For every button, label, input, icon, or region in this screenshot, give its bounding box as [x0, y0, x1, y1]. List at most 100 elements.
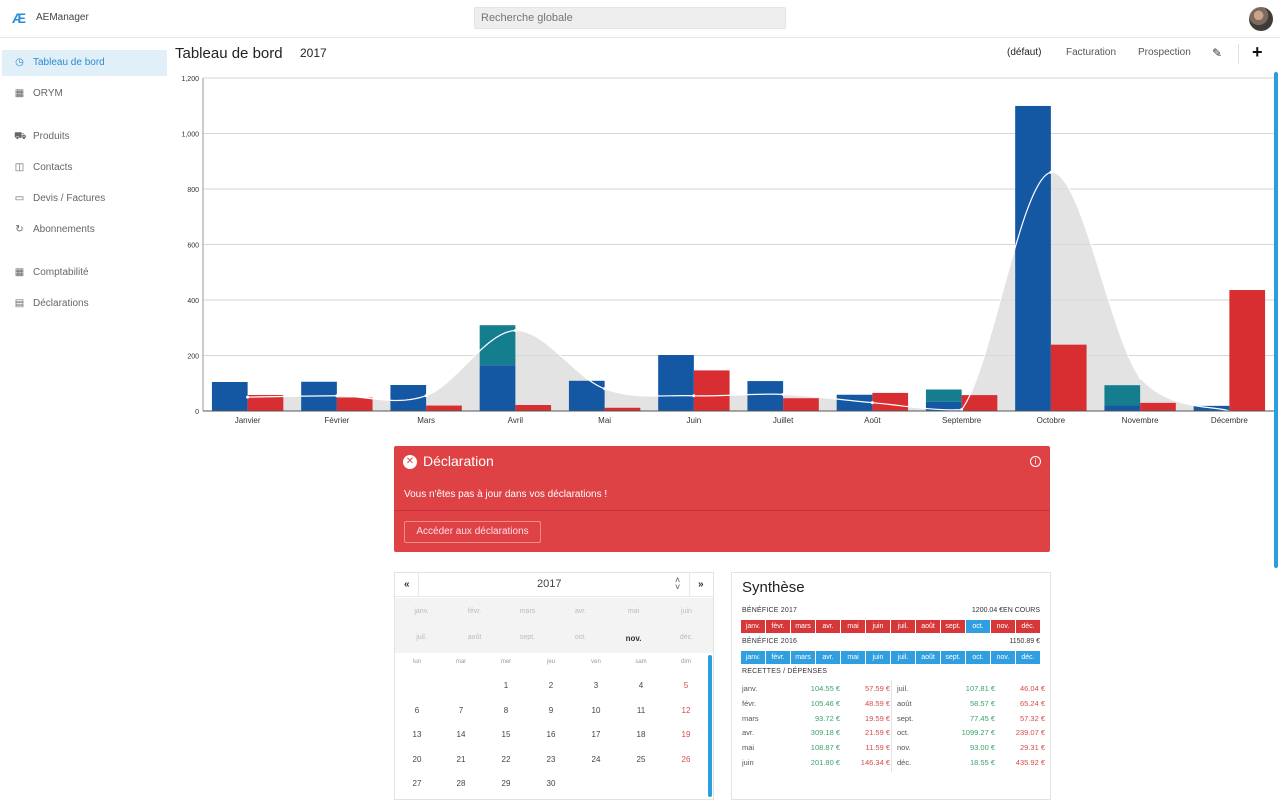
add-icon[interactable]: +	[1252, 42, 1263, 62]
month-cell[interactable]: août	[467, 634, 482, 641]
trend-point	[870, 401, 874, 405]
month-status-cell[interactable]: avr.	[816, 620, 841, 633]
sidebar-item[interactable]: ◷ Tableau de bord	[2, 50, 167, 76]
day-cell[interactable]: 14	[456, 730, 466, 739]
view-tab[interactable]: (défaut)	[1007, 47, 1042, 58]
weekday-label: jeu	[546, 659, 555, 665]
month-status-cell[interactable]: déc.	[1016, 651, 1041, 664]
month-cell[interactable]: mai	[627, 608, 640, 615]
sidebar-item[interactable]: ↻ Abonnements	[2, 217, 167, 243]
day-cell[interactable]: 4	[638, 681, 644, 690]
view-tab[interactable]: Prospection	[1138, 47, 1191, 58]
global-search-input[interactable]	[474, 7, 786, 29]
month-status-cell[interactable]: mars	[791, 651, 816, 664]
month-status-cell[interactable]: mai	[841, 620, 866, 633]
day-cell[interactable]: 12	[681, 705, 691, 715]
month-status-cell[interactable]: juil.	[891, 651, 916, 664]
month-cell[interactable]: juin	[681, 608, 692, 615]
month-status-cell[interactable]: nov.	[991, 651, 1016, 664]
day-cell[interactable]: 30	[546, 779, 556, 788]
day-cell[interactable]: 20	[412, 754, 422, 764]
month-cell[interactable]: nov.	[625, 634, 642, 643]
day-cell[interactable]: 8	[503, 705, 509, 715]
month-cell[interactable]: juil.	[416, 634, 427, 641]
sidebar-item[interactable]: ▦ ORYM	[2, 81, 167, 107]
month-status-cell[interactable]: nov.	[991, 620, 1016, 633]
day-cell[interactable]: 16	[546, 730, 556, 739]
sidebar-item[interactable]: ⛟ Produits	[2, 124, 167, 150]
month-status-cell[interactable]: oct.	[966, 620, 991, 633]
rd-month: sept.	[897, 713, 914, 723]
month-cell[interactable]: févr.	[467, 608, 482, 615]
day-cell[interactable]: 15	[501, 730, 511, 739]
app-name[interactable]: AEManager	[36, 12, 89, 23]
calendar-scrollbar[interactable]	[708, 655, 712, 797]
day-cell[interactable]: 10	[591, 705, 601, 715]
month-status-cell[interactable]: juil.	[891, 620, 916, 633]
rd-month: déc.	[897, 758, 912, 767]
day-cell[interactable]: 18	[636, 730, 646, 739]
day-cell[interactable]: 13	[412, 730, 422, 739]
day-cell[interactable]: 25	[636, 754, 646, 764]
month-status-cell[interactable]: déc.	[1016, 620, 1041, 633]
month-status-cell[interactable]: févr.	[766, 651, 791, 664]
depense-value: 65.24 €	[1019, 698, 1045, 708]
view-tab[interactable]: Facturation	[1066, 47, 1117, 58]
user-avatar[interactable]	[1249, 7, 1273, 31]
calendar-year[interactable]: 2017	[537, 578, 562, 590]
month-status-cell[interactable]: janv.	[741, 651, 766, 664]
revenue-bar	[1015, 105, 1051, 411]
month-status-cell[interactable]: oct.	[966, 651, 991, 664]
edit-icon[interactable]: ✎	[1212, 46, 1223, 60]
month-status-cell[interactable]: sept.	[941, 651, 966, 664]
sidebar-item[interactable]: ▤ Déclarations	[2, 291, 167, 317]
recette-value: 93.72 €	[814, 713, 840, 723]
sidebar-item[interactable]: ▦ Comptabilité	[2, 260, 167, 286]
month-status-cell[interactable]: août	[916, 620, 941, 633]
day-cell[interactable]: 17	[591, 730, 601, 739]
month-status-cell[interactable]: janv.	[741, 620, 766, 633]
page-scrollbar[interactable]	[1274, 72, 1278, 568]
year-spinner-icon[interactable]: ˄ ˅	[675, 575, 681, 592]
month-status-cell[interactable]: févr.	[766, 620, 791, 633]
month-cell[interactable]: sept.	[519, 634, 536, 641]
next-year-button[interactable]: »	[698, 579, 704, 590]
day-cell[interactable]: 19	[681, 730, 691, 739]
month-status-cell[interactable]: mars	[791, 620, 816, 633]
month-cell[interactable]: mars	[519, 608, 536, 615]
page-year[interactable]: 2017	[300, 46, 327, 60]
month-cell[interactable]: déc.	[679, 634, 694, 641]
info-icon[interactable]: i	[1030, 456, 1041, 467]
day-cell[interactable]: 6	[414, 705, 420, 715]
day-cell[interactable]: 5	[683, 681, 689, 690]
month-cell[interactable]: avr.	[574, 608, 587, 615]
day-cell[interactable]: 3	[593, 681, 599, 690]
day-cell[interactable]: 27	[412, 779, 422, 788]
prev-year-button[interactable]: «	[404, 579, 410, 590]
day-cell[interactable]: 26	[681, 754, 691, 764]
month-status-cell[interactable]: juin	[866, 620, 891, 633]
day-cell[interactable]: 21	[456, 754, 466, 764]
go-to-declarations-button[interactable]: Accéder aux déclarations	[404, 521, 541, 543]
trend-point	[960, 408, 964, 412]
month-status-cell[interactable]: juin	[866, 651, 891, 664]
day-cell[interactable]: 22	[501, 754, 511, 764]
month-status-cell[interactable]: avr.	[816, 651, 841, 664]
month-cell[interactable]: oct.	[574, 634, 587, 641]
day-cell[interactable]: 24	[591, 754, 601, 764]
day-cell[interactable]: 2	[548, 681, 554, 690]
app-logo[interactable]: Æ	[12, 10, 26, 26]
day-cell[interactable]: 9	[548, 705, 554, 715]
day-cell[interactable]: 23	[546, 754, 556, 764]
day-cell[interactable]: 1	[503, 681, 509, 690]
day-cell[interactable]: 7	[458, 705, 464, 715]
day-cell[interactable]: 29	[501, 779, 511, 788]
sidebar-item[interactable]: ▭ Devis / Factures	[2, 186, 167, 212]
month-status-cell[interactable]: août	[916, 651, 941, 664]
day-cell[interactable]: 28	[456, 779, 466, 788]
day-cell[interactable]: 11	[636, 705, 646, 715]
month-status-cell[interactable]: sept.	[941, 620, 966, 633]
month-status-cell[interactable]: mai	[841, 651, 866, 664]
sidebar-item[interactable]: ◫ Contacts	[2, 155, 167, 181]
month-cell[interactable]: janv.	[414, 608, 429, 615]
